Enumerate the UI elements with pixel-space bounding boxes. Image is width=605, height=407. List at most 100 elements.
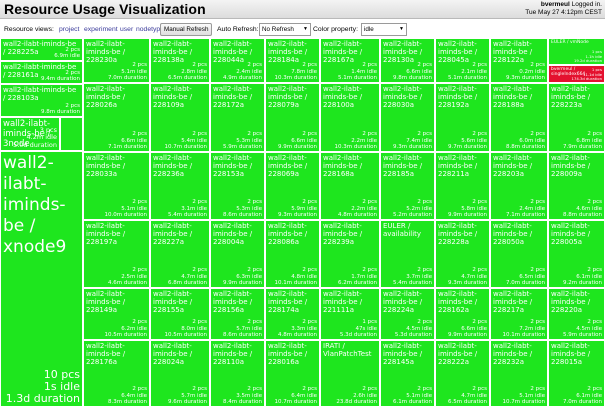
treemap-tile[interactable]: wall2-ilabt-iminds-be / 228033a 2 pcs 5.1m… <box>83 152 150 220</box>
treemap-tile[interactable]: wall2-ilabt-iminds-be / 228086a 2 pcs 4.8m… <box>265 220 320 288</box>
treemap-tile[interactable]: wall2-ilabt-iminds-be / 228122a 2 pcs 0.2m… <box>490 38 548 83</box>
treemap-tile[interactable]: EULER / availability 2 pcs 3.7m idle 5.4m d… <box>380 220 435 288</box>
treemap-tile[interactable]: wall2-ilabt-iminds-be / 228220a 2 pcs 4.5m… <box>548 288 605 340</box>
treemap-tile[interactable]: wall2-ilabt-iminds-be / 228155a 2 pcs 8.0m… <box>150 288 210 340</box>
treemap-tile[interactable]: wall2-ilabt-iminds-be / 228185a 2 pcs 5.2m… <box>380 152 435 220</box>
tile-dur: 6.1m duration <box>393 398 432 405</box>
tile-name: wall2-ilabt-iminds-be / 228162a <box>438 290 478 314</box>
treemap-tile[interactable]: wall2-ilabt-iminds-be / 228009a 2 pcs 4.6m… <box>548 152 605 220</box>
treemap-tile[interactable]: wall2-ilabt-iminds-be / 228227a 2 pcs 4.7m… <box>150 220 210 288</box>
treemap-tile[interactable]: wall2-ilabt-iminds-be / 228174a 2 pcs 3.3m… <box>265 288 320 340</box>
treemap-tile[interactable]: wall2-ilabt-iminds-be / 228050a 2 pcs 6.5m… <box>490 220 548 288</box>
treemap-tile[interactable]: wall2-ilabt-iminds-be / 228044a 2 pcs 2.4m… <box>210 38 265 83</box>
treemap-tile[interactable]: wall2-ilabt-iminds-be / 228145a 2 pcs 5.1m… <box>380 340 435 407</box>
tile-pcs: 2 pcs <box>417 199 432 206</box>
treemap-tile[interactable]: wall2-ilabt-iminds-be / 228103a 2 pcs 9.8m… <box>0 84 83 117</box>
treemap-tile[interactable]: wall2-ilabt-iminds-be / 228079a 2 pcs 6.6m… <box>265 83 320 152</box>
tile-name: wall2-ilabt-iminds-be / 228069a <box>268 154 308 178</box>
treemap-tile[interactable]: wall2-ilabt-iminds-be / 228130a 2 pcs 6.6m… <box>380 38 435 83</box>
treemap-tile[interactable]: bvermeul / singleIndex664 1 pcs 11.1d idle… <box>548 65 605 83</box>
view-link-experiment[interactable]: experiment <box>84 26 118 33</box>
view-link-project[interactable]: project <box>59 26 80 33</box>
tile-name: wall2-ilabt-iminds-be / 228086a <box>268 222 308 246</box>
treemap-tile[interactable]: wall2-ilabt-iminds-be / 228024a 2 pcs 5.7m… <box>150 340 210 407</box>
treemap-tile[interactable]: wall2-ilabt-iminds-be / 228005a 2 pcs 6.1m… <box>548 220 605 288</box>
tile-dur: 5.0d duration <box>13 140 57 149</box>
treemap-tile[interactable]: wall2-ilabt-iminds-be / 228184a 2 pcs 7.8m… <box>265 38 320 83</box>
tile-idle: 2.4m idle <box>236 68 262 75</box>
view-link-user[interactable]: user <box>120 26 134 33</box>
treemap-tile[interactable]: wall2-ilabt-iminds-be / 228004a 2 pcs 6.3m… <box>210 220 265 288</box>
treemap-tile[interactable]: wall2-ilabt-iminds-be / 228230a 2 pcs 5.1m… <box>83 38 150 83</box>
treemap-tile[interactable]: wall2-ilabt-iminds-be / 228167a 2 pcs 1.4m… <box>320 38 380 83</box>
treemap-tile[interactable]: wall2-ilabt-iminds-be / 228223a 2 pcs 6.8m… <box>548 83 605 152</box>
tile-stats: 2 pcs 6.0m idle 8.8m duration <box>506 131 545 150</box>
treemap-tile[interactable]: wall2-ilabt-iminds-be / 228188a 2 pcs 6.0m… <box>490 83 548 152</box>
view-link-nodetype[interactable]: nodetype <box>136 26 164 33</box>
tile-stats: 2 pcs 6.1m idle 9.2m duration <box>563 267 602 286</box>
treemap-tile-spacer <box>60 117 83 151</box>
tile-name: wall2-ilabt-iminds-be / 228004a <box>213 222 253 246</box>
treemap-tile[interactable]: wall2-ilabt-iminds-be / xnode9 10 pcs 1s i… <box>0 151 83 407</box>
auto-refresh-value: No Refresh <box>262 26 294 33</box>
treemap-tile[interactable]: wall2-ilabt-iminds-be / 228168a 2 pcs 2.2m… <box>320 152 380 220</box>
tile-pcs: 2 pcs <box>247 199 262 206</box>
tile-pcs: 2 pcs <box>587 386 602 393</box>
treemap-tile[interactable]: wall2-ilabt-iminds-be / 228211a 2 pcs 5.8m… <box>435 152 490 220</box>
treemap-tile[interactable]: wall2-ilabt-iminds-be / 228161a 2 pcs 9.4m… <box>0 61 83 84</box>
auto-refresh-select[interactable]: No Refresh ▼ <box>259 23 311 36</box>
treemap-tile[interactable]: wall2-ilabt-iminds-be / 228149a 2 pcs 6.2m… <box>83 288 150 340</box>
tile-name: wall2-ilabt-iminds-be / 228172a <box>213 85 253 109</box>
treemap-tile[interactable]: wall2-ilabt-iminds-be / 228109a 2 pcs 5.4m… <box>150 83 210 152</box>
treemap-tile[interactable]: wall2-ilabt-iminds-be / 228153a 2 pcs 5.3m… <box>210 152 265 220</box>
tile-stats: 2 pcs 0.2m idle 9.3m duration <box>506 62 545 81</box>
tile-idle: 8.0m idle <box>181 325 207 332</box>
treemap-tile[interactable]: wall2-ilabt-iminds-be / 228176a 2 pcs 6.4m… <box>83 340 150 407</box>
manual-refresh-button[interactable]: Manual Refresh <box>160 23 213 36</box>
treemap-tile[interactable]: wall2-ilabt-iminds-be / 228239a 2 pcs 1.7m… <box>320 220 380 288</box>
treemap-tile[interactable]: wall2-ilabt-iminds-be / 228045a 2 pcs 2.1m… <box>435 38 490 83</box>
treemap-tile[interactable]: wall2-ilabt-iminds-be / 228172a 2 pcs 5.3m… <box>210 83 265 152</box>
treemap-tile[interactable]: wall2-ilabt-iminds-be / 228197a 2 pcs 2.5m… <box>83 220 150 288</box>
tile-dur: 23.8d duration <box>336 398 377 405</box>
treemap-tile[interactable]: wall2-ilabt-iminds-be / 228015a 2 pcs 6.1m… <box>548 340 605 407</box>
treemap-tile[interactable]: wall2-ilabt-iminds-be / 228016a 2 pcs 6.4m… <box>265 340 320 407</box>
treemap-tile[interactable]: wall2-ilabt-iminds-be / 228232a 2 pcs 5.1m… <box>490 340 548 407</box>
tile-name: wall2-ilabt-iminds-be / 228030a <box>383 85 423 109</box>
treemap-tile[interactable]: wall2-ilabt-iminds-be / 228069a 2 pcs 5.9m… <box>265 152 320 220</box>
treemap-tile[interactable]: EULER / vmNode 1 pcs 1.1h idle 19.2d durati… <box>548 38 605 65</box>
treemap-tile[interactable]: wall2-ilabt-iminds-be / 228030a 2 pcs 7.4m… <box>380 83 435 152</box>
tile-pcs: 2 pcs <box>587 267 602 274</box>
treemap-tile[interactable]: wall2-ilabt-iminds-be / 228100a 2 pcs 2.2m… <box>320 83 380 152</box>
tile-idle: 4.8m idle <box>291 273 317 280</box>
tile-stats: 2 pcs 5.4m idle 10.7m duration <box>165 131 208 150</box>
tile-idle: 4.5m idle <box>576 325 602 332</box>
treemap-tile[interactable]: wall2-ilabt-iminds-be / 228222a 2 pcs 4.7m… <box>435 340 490 407</box>
treemap-tile[interactable]: wall2-ilabt-iminds-be / 221111a 1 pcs 47s … <box>320 288 380 340</box>
treemap-tile[interactable]: wall2-ilabt-iminds-be / 228225a 2 pcs 6.9m… <box>0 38 83 61</box>
tile-dur: 5.2m duration <box>393 211 432 218</box>
treemap-tile[interactable]: wall2-ilabt-iminds-be / 228203a 2 pcs 2.4m… <box>490 152 548 220</box>
treemap-tile[interactable]: wall2-ilabt-iminds-be / 228228a 2 pcs 4.7m… <box>435 220 490 288</box>
treemap-tile[interactable]: wall2-ilabt-iminds-be / 228224a 2 pcs 4.5m… <box>380 288 435 340</box>
treemap-tile[interactable]: wall2-ilabt-iminds-be / 228026a 2 pcs 6.6m… <box>83 83 150 152</box>
treemap-tile[interactable]: wall2-ilabt-iminds-be / 228110a 2 pcs 3.5m… <box>210 340 265 407</box>
treemap-tile[interactable]: wall2-ilabt-iminds-be / 228162a 2 pcs 6.6m… <box>435 288 490 340</box>
treemap-tile[interactable]: wall2-ilabt-iminds-be / 228236a 2 pcs 3.1m… <box>150 152 210 220</box>
treemap-tile[interactable]: wall2-ilabt-iminds-be / 228156a 2 pcs 5.7m… <box>210 288 265 340</box>
tile-dur: 174.3d duration <box>571 75 602 81</box>
tile-idle: 7.2m idle <box>519 325 545 332</box>
tile-pcs: 2 pcs <box>302 267 317 274</box>
tile-idle: 5.3m idle <box>236 137 262 144</box>
tile-pcs: 2 pcs <box>302 386 317 393</box>
tile-name: wall2-ilabt-iminds-be / 228103a <box>3 86 77 102</box>
tile-name: wall2-ilabt-iminds-be / 228174a <box>268 290 308 314</box>
treemap-tile[interactable]: wall2-ilabt-iminds-be / 228192a 2 pcs 5.6m… <box>435 83 490 152</box>
username-link[interactable]: bvermeul <box>540 1 570 8</box>
treemap-tile[interactable]: wall2-ilabt-iminds-be / 3node 3 pcs 4.2m i… <box>0 117 60 151</box>
treemap-tile[interactable]: wall2-ilabt-iminds-be / 228138a 2 pcs 2.8m… <box>150 38 210 83</box>
color-property-select[interactable]: idle ▼ <box>361 23 407 36</box>
treemap-tile[interactable]: wall2-ilabt-iminds-be / 228217a 2 pcs 7.2m… <box>490 288 548 340</box>
treemap-tile[interactable]: IRATI / VlanPatchTest 2 pcs 2.6h idle 23.8d… <box>320 340 380 407</box>
tile-stats: 2 pcs 2.2m idle 10.3m duration <box>335 131 378 150</box>
